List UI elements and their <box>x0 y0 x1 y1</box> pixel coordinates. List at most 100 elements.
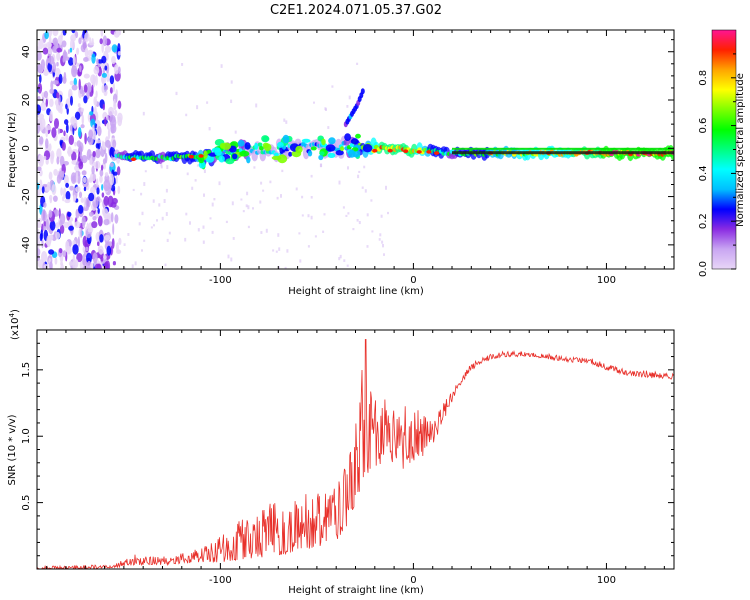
noise-blob <box>53 168 58 176</box>
noise-blob <box>73 77 78 86</box>
noise-blob <box>85 246 89 252</box>
trace-hotspot <box>403 149 409 153</box>
noise-blob <box>51 127 57 138</box>
noise-blob <box>52 45 57 53</box>
noise-blob <box>104 234 111 241</box>
noise-blob <box>55 231 61 240</box>
colorbar-tick-label: 0.6 <box>698 118 709 134</box>
snr-scale-label: (x104) <box>8 309 21 340</box>
noise-blob <box>83 57 89 62</box>
noise-blob <box>70 95 73 106</box>
noise-blob <box>43 220 47 228</box>
noise-speck <box>323 213 326 216</box>
noise-blob <box>113 30 120 38</box>
noise-speck <box>381 240 384 244</box>
noise-blob <box>80 197 85 203</box>
noise-blob <box>43 90 49 98</box>
noise-blob <box>83 84 88 93</box>
noise-blob <box>89 111 94 116</box>
noise-blob <box>78 191 83 199</box>
noise-blob <box>46 235 52 248</box>
noise-speck <box>160 163 163 167</box>
noise-blob <box>109 162 114 168</box>
noise-speck <box>196 105 199 110</box>
noise-speck <box>272 249 275 252</box>
noise-speck <box>382 244 384 248</box>
trace-hotspot <box>416 150 422 154</box>
noise-blob <box>44 186 50 192</box>
noise-speck <box>352 228 355 231</box>
trace-blob <box>307 150 313 157</box>
noise-blob <box>56 47 62 53</box>
trace-blob <box>355 133 361 139</box>
noise-blob <box>82 246 85 253</box>
noise-blob <box>102 111 108 120</box>
noise-blob <box>109 173 115 186</box>
noise-speck <box>379 233 382 237</box>
noise-speck <box>339 254 342 259</box>
colorbar-label: Normalized spectral amplitude <box>735 73 746 227</box>
noise-blob <box>111 197 118 205</box>
noise-blob <box>37 222 42 228</box>
noise-blob <box>107 106 115 117</box>
trace-blob <box>319 151 325 156</box>
noise-speck <box>211 202 214 207</box>
y-tick-label: 1.5 <box>21 362 32 378</box>
noise-speck <box>310 215 313 220</box>
noise-blob <box>45 98 48 108</box>
noise-speck <box>156 219 158 222</box>
noise-speck <box>327 126 330 129</box>
trace-core <box>257 142 263 147</box>
noise-blob <box>64 198 71 204</box>
noise-speck <box>206 101 209 104</box>
noise-speck <box>246 191 249 196</box>
noise-speck <box>347 212 350 215</box>
noise-speck <box>132 188 135 192</box>
noise-blob <box>54 118 59 129</box>
noise-blob <box>103 195 109 206</box>
noise-blob <box>117 112 123 123</box>
noise-blob <box>62 76 67 84</box>
x-tick-label: 100 <box>597 575 616 586</box>
noise-speck <box>211 230 214 234</box>
x-tick-label: 0 <box>410 575 416 586</box>
noise-blob <box>110 212 114 223</box>
noise-speck <box>343 259 346 262</box>
noise-blob <box>37 166 42 172</box>
noise-speck <box>208 127 211 131</box>
trace-hotspot <box>372 148 378 153</box>
noise-blob <box>88 41 95 46</box>
noise-blob <box>76 47 80 55</box>
noise-blob <box>103 84 109 91</box>
noise-speck <box>348 95 351 100</box>
x-tick-label: 0 <box>410 275 416 286</box>
snr-scale-exponent: 4 <box>8 312 16 317</box>
noise-speck <box>230 99 233 104</box>
noise-blob <box>52 62 57 73</box>
noise-blob <box>68 225 74 231</box>
y-tick-label: -40 <box>21 237 32 253</box>
spectrogram-marks <box>37 30 674 269</box>
noise-speck <box>342 206 345 209</box>
noise-blob <box>98 245 104 255</box>
noise-speck <box>202 225 205 229</box>
noise-blob <box>70 172 77 185</box>
noise-speck <box>203 193 205 197</box>
trace-core-line <box>452 151 674 155</box>
noise-speck <box>220 64 223 68</box>
noise-blob <box>103 218 110 226</box>
noise-speck <box>345 214 348 217</box>
noise-blob <box>56 174 62 184</box>
noise-blob <box>112 82 116 93</box>
noise-blob <box>104 152 108 164</box>
noise-blob <box>38 38 44 50</box>
noise-speck <box>278 266 280 269</box>
noise-blob <box>52 30 59 37</box>
noise-speck <box>370 199 373 202</box>
noise-blob <box>72 117 78 129</box>
noise-blob <box>40 102 47 111</box>
noise-blob <box>96 58 99 66</box>
noise-blob <box>45 138 49 149</box>
noise-speck <box>141 249 143 252</box>
noise-speck <box>218 181 221 186</box>
